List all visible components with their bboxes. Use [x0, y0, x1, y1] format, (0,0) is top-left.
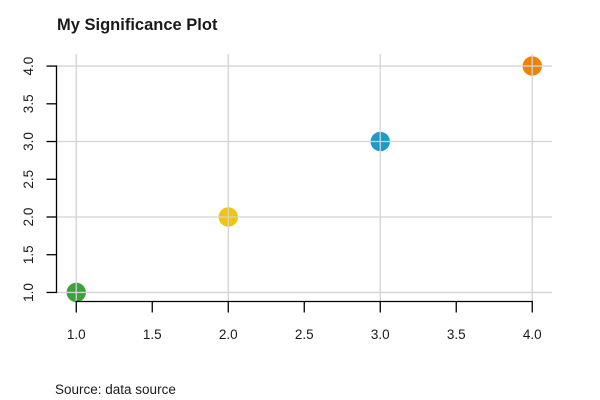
x-tick-label: 2.5 — [295, 327, 314, 342]
x-tick-label: 1.5 — [143, 327, 162, 342]
x-tick-label: 3.5 — [447, 327, 466, 342]
source-caption: Source: data source — [55, 382, 176, 397]
x-tick-label: 4.0 — [523, 327, 542, 342]
y-tick-label: 2.5 — [21, 170, 36, 189]
x-tick-label: 1.0 — [67, 327, 86, 342]
x-tick-label: 2.0 — [219, 327, 238, 342]
y-tick-label: 2.0 — [21, 208, 36, 227]
y-tick-label: 1.0 — [21, 283, 36, 302]
y-tick-label: 3.0 — [21, 132, 36, 151]
y-tick-label: 4.0 — [21, 57, 36, 76]
chart-title: My Significance Plot — [57, 16, 218, 34]
y-tick-label: 3.5 — [21, 94, 36, 113]
x-tick-label: 3.0 — [371, 327, 390, 342]
y-tick-label: 1.5 — [21, 245, 36, 264]
